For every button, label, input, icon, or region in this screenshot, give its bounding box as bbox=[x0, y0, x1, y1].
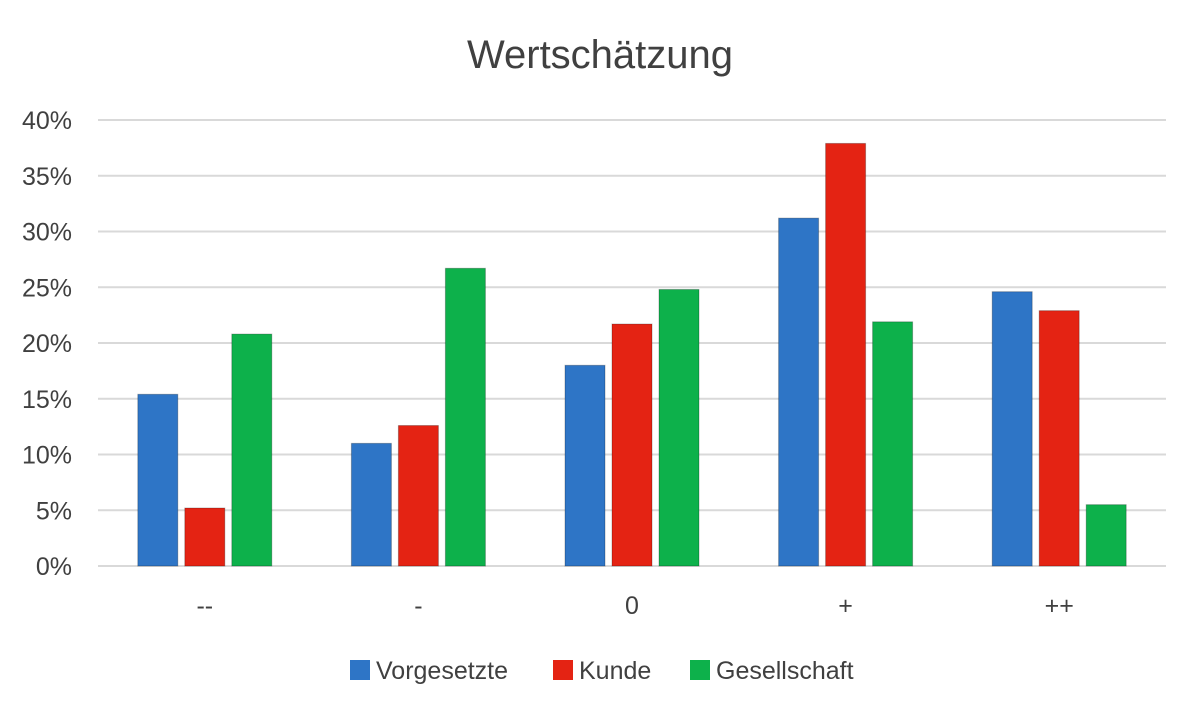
bar-vorgesetzte-4 bbox=[991, 291, 1033, 567]
bar-gesellschaft-2 bbox=[658, 288, 700, 567]
bar-kunde-0 bbox=[184, 507, 226, 567]
x-tick-label: - bbox=[414, 592, 422, 620]
bar-kunde-1 bbox=[397, 425, 439, 567]
y-tick-label: 15% bbox=[22, 386, 72, 414]
bar-gesellschaft-4 bbox=[1085, 504, 1127, 567]
bar-vorgesetzte-3 bbox=[778, 217, 820, 567]
x-tick-label: 0 bbox=[625, 592, 639, 620]
x-tick-label: -- bbox=[196, 592, 213, 620]
legend-swatch bbox=[690, 660, 710, 680]
y-tick-label: 35% bbox=[22, 163, 72, 191]
bar-kunde-2 bbox=[611, 323, 653, 567]
legend-label: Kunde bbox=[579, 657, 651, 685]
bar-gesellschaft-3 bbox=[872, 321, 914, 567]
y-tick-label: 20% bbox=[22, 330, 72, 358]
bar-kunde-3 bbox=[825, 142, 867, 567]
bar-kunde-4 bbox=[1038, 310, 1080, 567]
x-axis-ticks: -- -0 + ++ bbox=[196, 592, 1073, 620]
bars bbox=[137, 142, 1127, 567]
bar-gesellschaft-1 bbox=[444, 267, 486, 567]
y-tick-label: 10% bbox=[22, 442, 72, 470]
bar-vorgesetzte-0 bbox=[137, 393, 179, 567]
chart-title: Wertschätzung bbox=[467, 33, 733, 77]
legend-swatch bbox=[350, 660, 370, 680]
x-tick-label: + bbox=[838, 592, 853, 620]
bar-vorgesetzte-2 bbox=[564, 364, 606, 567]
bar-vorgesetzte-1 bbox=[350, 442, 392, 567]
legend-label: Vorgesetzte bbox=[376, 657, 508, 685]
y-tick-label: 5% bbox=[36, 497, 72, 525]
bar-gesellschaft-0 bbox=[231, 333, 273, 567]
y-tick-label: 40% bbox=[22, 107, 72, 135]
legend: Vorgesetzte Kunde Gesellschaft bbox=[350, 657, 854, 685]
y-tick-label: 0% bbox=[36, 553, 72, 581]
x-tick-label: ++ bbox=[1045, 592, 1074, 620]
legend-swatch bbox=[553, 660, 573, 680]
legend-label: Gesellschaft bbox=[716, 657, 854, 685]
y-axis-ticks: 0% 5% 10% 15% 20% 25% 30% 35% 40% bbox=[22, 107, 72, 581]
y-tick-label: 30% bbox=[22, 219, 72, 247]
y-tick-label: 25% bbox=[22, 274, 72, 302]
